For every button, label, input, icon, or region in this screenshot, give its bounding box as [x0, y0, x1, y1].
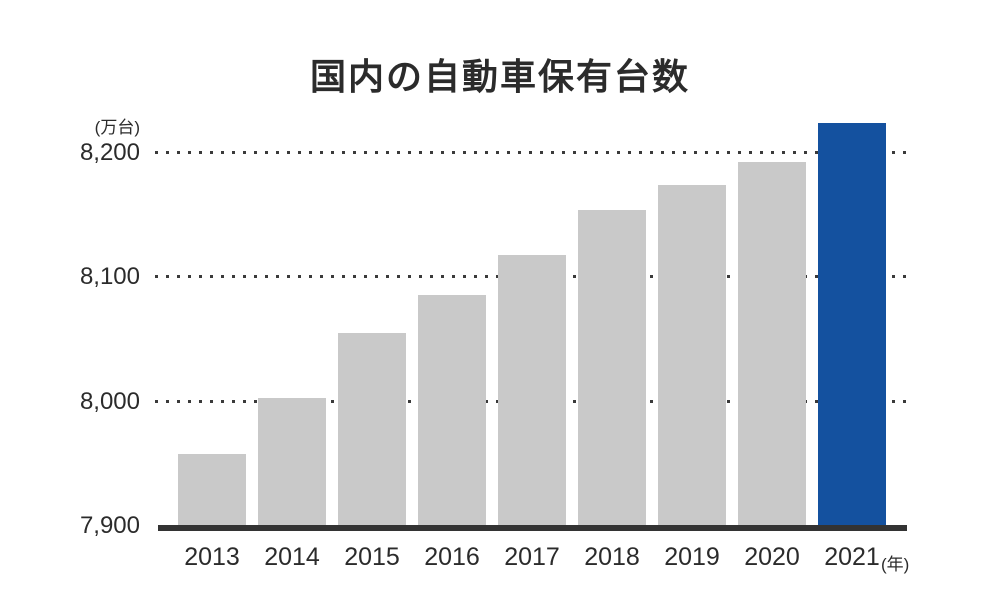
y-tick-label-8200: 8,200: [79, 139, 140, 166]
x-tick-label-2019: 2019: [664, 543, 720, 571]
x-axis-line: [158, 525, 907, 531]
x-tick-label-2018: 2018: [584, 543, 640, 571]
x-tick-label-2014: 2014: [264, 543, 320, 571]
bar-2018: [578, 210, 646, 529]
bar-2014: [258, 397, 326, 529]
chart-title: 国内の自動車保有台数: [309, 56, 690, 97]
x-axis-unit-label: (年): [881, 555, 910, 574]
y-tick-label-7900: 7,900: [79, 512, 140, 539]
y-axis-unit-label: (万台): [94, 118, 140, 137]
y-tick-label-8100: 8,100: [79, 263, 140, 291]
gridline-8200: [155, 151, 908, 154]
x-tick-label-2013: 2013: [184, 543, 240, 571]
bar-2017: [498, 254, 566, 529]
x-tick-label-2020: 2020: [744, 543, 800, 571]
bar-2019: [658, 185, 726, 529]
y-tick-label-8000: 8,000: [79, 387, 140, 415]
bar-2013: [178, 453, 246, 529]
bar-2021: [818, 123, 886, 529]
x-tick-label-2016: 2016: [424, 543, 480, 571]
x-tick-label-2015: 2015: [344, 543, 400, 571]
bar-2020: [738, 161, 806, 529]
bar-2016: [418, 294, 486, 529]
x-tick-label-2017: 2017: [504, 543, 560, 571]
x-tick-label-2021: 2021: [824, 543, 880, 571]
bar-2015: [338, 333, 406, 529]
